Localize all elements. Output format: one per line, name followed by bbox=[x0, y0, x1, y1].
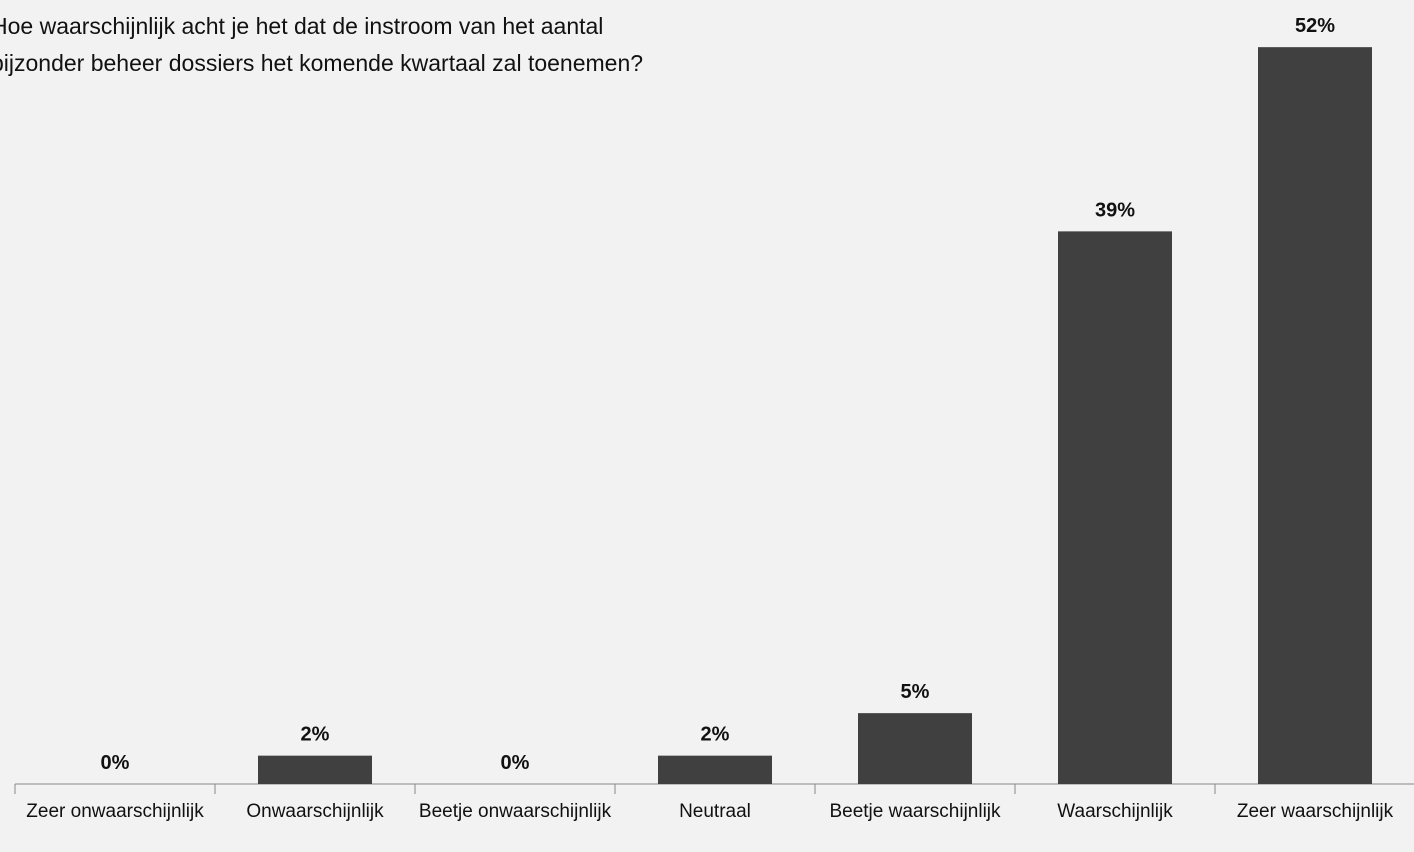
data-label: 2% bbox=[301, 724, 330, 746]
bar bbox=[1258, 47, 1372, 785]
data-label: 2% bbox=[701, 724, 730, 746]
x-tick-label: Onwaarschijnlijk bbox=[246, 801, 384, 822]
data-label: 0% bbox=[501, 752, 530, 774]
data-label: 5% bbox=[901, 681, 930, 703]
bar bbox=[1058, 231, 1172, 784]
bar bbox=[858, 713, 972, 784]
x-tick-label: Waarschijnlijk bbox=[1057, 801, 1173, 822]
x-tick-label: Beetje onwaarschijnlijk bbox=[418, 801, 612, 822]
x-tick-label: Zeer onwaarschijnlijk bbox=[26, 801, 204, 822]
chart-title: Hoe waarschijnlijk acht je het dat de in… bbox=[0, 13, 644, 76]
data-label: 39% bbox=[1095, 199, 1135, 221]
bar bbox=[258, 755, 372, 784]
data-label: 0% bbox=[101, 752, 130, 774]
bar bbox=[658, 755, 772, 784]
data-label: 52% bbox=[1295, 15, 1335, 37]
x-tick-label: Zeer waarschijnlijk bbox=[1236, 801, 1394, 822]
x-tick-label: Beetje waarschijnlijk bbox=[829, 801, 1001, 822]
x-tick-label: Neutraal bbox=[679, 801, 751, 822]
